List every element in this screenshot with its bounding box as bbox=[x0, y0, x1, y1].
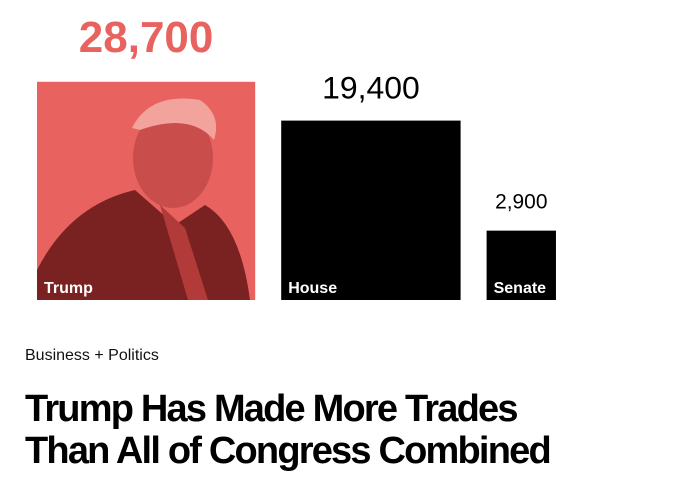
headline-line: Trump Has Made More Trades bbox=[25, 388, 517, 430]
category-label: Senate bbox=[494, 280, 547, 297]
portrait-silhouette bbox=[37, 98, 250, 300]
value-label: 2,900 bbox=[495, 191, 547, 214]
category-label: Trump bbox=[44, 280, 93, 297]
value-label: 19,400 bbox=[322, 70, 420, 106]
square bbox=[281, 120, 461, 300]
kicker: Business + Politics bbox=[25, 347, 159, 364]
head bbox=[133, 108, 213, 208]
category-label: House bbox=[288, 280, 337, 297]
labels: Trump 28,700 House 19,400 Senate 2,900 bbox=[44, 13, 547, 297]
tie bbox=[160, 205, 208, 300]
square bbox=[486, 230, 556, 300]
headline-line: Than All of Congress Combined bbox=[25, 430, 550, 472]
hair bbox=[132, 98, 217, 140]
value-label: 28,700 bbox=[79, 13, 214, 62]
